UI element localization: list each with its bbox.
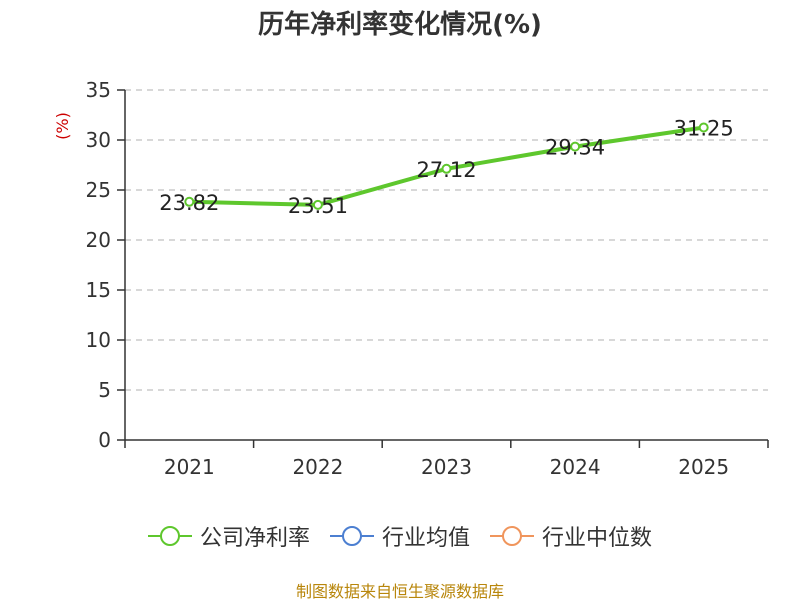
legend-item-industry-avg[interactable]: 行业均值 [329, 520, 470, 552]
y-tick-label: 10 [86, 328, 111, 352]
y-tick-label: 15 [86, 278, 111, 302]
legend: 公司净利率 行业均值 行业中位数 [0, 520, 800, 552]
y-tick-label: 30 [86, 128, 111, 152]
data-label: 29.34 [545, 136, 605, 160]
y-axis-label: (%) [53, 112, 72, 140]
y-tick-label: 0 [98, 428, 111, 452]
y-tick-label: 35 [86, 78, 111, 102]
legend-label: 行业中位数 [542, 526, 653, 551]
data-point [698, 122, 709, 133]
x-tick-label: 2023 [421, 455, 472, 479]
source-note: 制图数据来自恒生聚源数据库 [295, 582, 504, 601]
x-tick-label: 2021 [164, 455, 215, 479]
series-layer: 23.82 23.51 27.12 29.34 31.25 [159, 117, 734, 218]
data-label: 23.82 [159, 191, 219, 215]
legend-label: 行业均值 [381, 526, 470, 551]
data-point [441, 163, 452, 174]
data-label: 23.51 [288, 194, 348, 218]
data-label: 27.12 [416, 158, 476, 182]
y-tick-label: 20 [86, 228, 111, 252]
legend-line-icon [147, 525, 192, 547]
legend-line-icon [329, 525, 374, 547]
x-tick-label: 2025 [678, 455, 729, 479]
x-tick-label: 2022 [292, 455, 343, 479]
legend-item-industry-median[interactable]: 行业中位数 [490, 520, 652, 552]
data-label: 31.25 [674, 117, 734, 141]
y-tick-label: 5 [98, 378, 111, 402]
legend-item-company[interactable]: 公司净利率 [147, 520, 310, 552]
chart-title: 历年净利率变化情况(%) [258, 10, 542, 40]
legend-label: 公司净利率 [199, 526, 310, 551]
y-tick-label: 25 [86, 178, 111, 202]
x-tick-label: 2024 [550, 455, 601, 479]
data-point [312, 199, 323, 210]
data-point [570, 141, 581, 152]
legend-line-icon [490, 525, 534, 547]
data-point [184, 196, 195, 207]
grid-lines [125, 89, 768, 391]
